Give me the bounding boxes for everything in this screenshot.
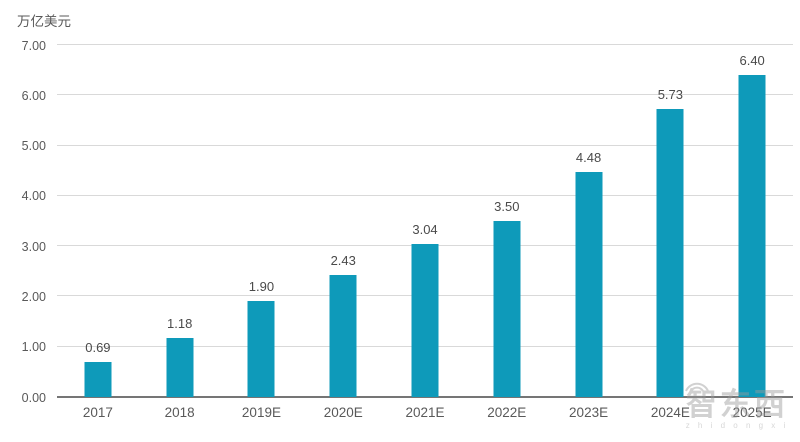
bar-group: 1.90: [221, 45, 303, 397]
bar-value-label: 3.50: [494, 199, 520, 214]
bar-value-label: 5.73: [657, 86, 684, 102]
bar-group: 0.69: [57, 45, 139, 397]
x-axis-label: 2022E: [487, 405, 527, 420]
y-tick-label: 5.00: [21, 139, 46, 154]
bar: [493, 221, 521, 397]
gridline: [57, 194, 793, 196]
y-axis-unit-label: 万亿美元: [17, 14, 71, 29]
y-tick-label: 6.00: [21, 88, 46, 103]
x-axis-labels: 2017 2018 2019E 2020E 2021E 2022E 2023E 2024E 20…: [57, 405, 793, 420]
bar-value-label: 3.04: [412, 222, 438, 238]
x-axis-label: 2019E: [241, 405, 281, 420]
bar-group: 3.50: [466, 45, 548, 397]
y-tick-label: 1.00: [21, 340, 46, 355]
x-axis-line: [57, 396, 793, 398]
bar: [84, 362, 112, 397]
bar: [738, 75, 766, 397]
x-axis-label: 2018: [164, 405, 195, 420]
x-axis-label: 2025E: [732, 405, 772, 420]
bar-value-label: 2.43: [330, 252, 356, 268]
bar: [575, 171, 603, 397]
gridline: [57, 144, 793, 146]
bar-group: 3.04: [384, 45, 466, 397]
bar-group: 6.40: [711, 45, 793, 397]
x-axis-label: 2020E: [323, 405, 363, 420]
bar: [329, 274, 357, 397]
y-tick-label: 3.00: [21, 239, 46, 254]
x-axis-label: 2023E: [569, 405, 609, 420]
x-axis-label: 2017: [82, 405, 113, 420]
bar-value-label: 4.48: [575, 149, 602, 165]
bar-group: 2.43: [302, 45, 384, 397]
bar-value-label: 1.18: [167, 315, 193, 331]
x-axis-label: 2024E: [650, 405, 690, 420]
bar: [247, 301, 275, 397]
bars-row: 0.69 1.18 1.90 2.43 3.04 3.50 4.48 5.73 6.40: [57, 45, 793, 397]
bar-value-label: 1.90: [248, 279, 275, 295]
x-axis-label: 2021E: [405, 405, 445, 420]
bar: [411, 244, 439, 397]
bar-group: 1.18: [139, 45, 221, 397]
bar: [656, 108, 684, 397]
bar-value-label: 0.69: [85, 340, 111, 356]
gridline: [57, 94, 793, 96]
y-tick-label: 0.00: [21, 390, 46, 405]
y-tick-label: 2.00: [21, 289, 46, 304]
gridline: [57, 44, 793, 45]
bar-value-label: 6.40: [739, 53, 765, 69]
y-tick-label: 7.00: [21, 38, 46, 53]
bar: [166, 337, 194, 397]
watermark-subtext: z h i d o n g x i: [685, 421, 789, 430]
bar-group: 5.73: [629, 45, 711, 397]
y-tick-label: 4.00: [21, 189, 46, 204]
bar-group: 4.48: [548, 45, 630, 397]
